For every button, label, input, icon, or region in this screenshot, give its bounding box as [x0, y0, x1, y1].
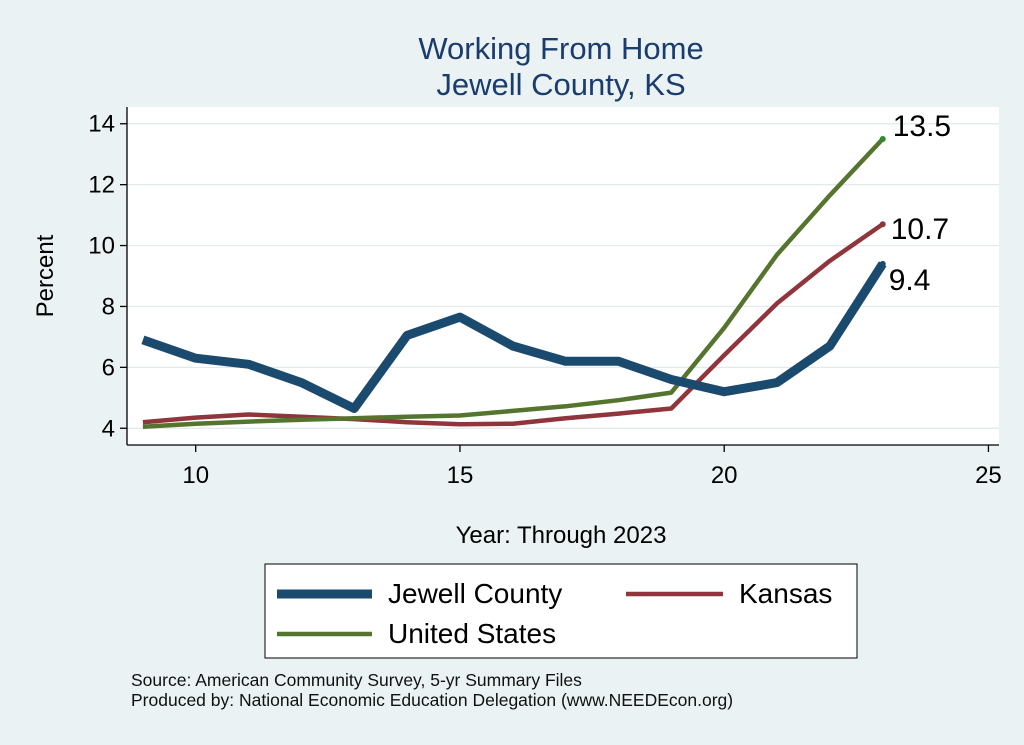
- chart-title: Working From Home: [418, 31, 703, 66]
- legend-label: Kansas: [739, 578, 832, 609]
- footer: Source: American Community Survey, 5-yr …: [131, 670, 733, 710]
- source-note: Source: American Community Survey, 5-yr …: [131, 670, 582, 690]
- x-tick-label: 25: [975, 462, 1002, 489]
- x-tick-label: 15: [447, 462, 474, 489]
- end-label: 9.4: [889, 264, 931, 297]
- series-end-marker: [879, 221, 886, 228]
- y-tick-label: 6: [102, 354, 115, 381]
- series-lines: [141, 135, 887, 429]
- series-end-marker: [879, 260, 886, 267]
- chart-subtitle: Jewell County, KS: [436, 67, 685, 102]
- x-tick-label: 10: [182, 462, 209, 489]
- series-end-marker: [879, 135, 886, 142]
- y-tick-label: 14: [88, 111, 115, 138]
- chart: Working From Home Jewell County, KS 4 6 8 1…: [32, 31, 1002, 659]
- legend-label: United States: [388, 618, 556, 649]
- plot-area: [127, 107, 999, 445]
- produced-by-note: Produced by: National Economic Education…: [131, 690, 734, 710]
- end-labels: 9.4 10.7 13.5: [889, 110, 951, 297]
- y-tick-label: 10: [88, 233, 115, 260]
- end-label: 13.5: [893, 110, 951, 143]
- y-axis-label: Percent: [32, 234, 59, 317]
- y-tick-label: 4: [102, 415, 115, 442]
- series-line-kansas: [142, 222, 884, 427]
- x-axis-label: Year: Through 2023: [456, 522, 667, 549]
- gridlines: [127, 123, 999, 429]
- y-tick-label: 8: [102, 293, 115, 320]
- axis-ticks: 4 6 8 10 12 14 10 15 20 25: [88, 111, 1001, 489]
- series-line-united-states: [142, 137, 885, 429]
- series-line-jewell-county: [141, 261, 887, 413]
- legend: Jewell County Kansas United States: [277, 578, 832, 649]
- legend-label: Jewell County: [388, 578, 562, 609]
- legend-box: [264, 563, 858, 659]
- x-tick-label: 20: [711, 462, 738, 489]
- y-tick-label: 12: [88, 172, 115, 199]
- end-label: 10.7: [891, 213, 949, 246]
